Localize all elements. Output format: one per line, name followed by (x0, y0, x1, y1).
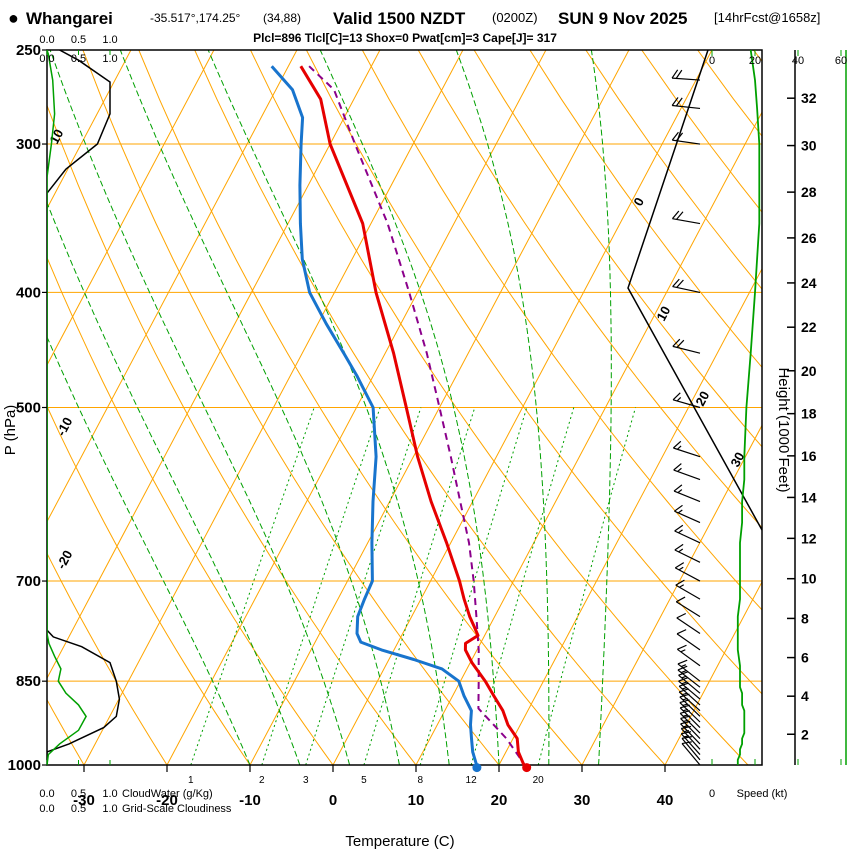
svg-text:10: 10 (408, 792, 425, 809)
svg-text:24: 24 (801, 275, 817, 291)
svg-text:14: 14 (801, 489, 817, 505)
svg-text:18: 18 (801, 406, 817, 422)
svg-text:12: 12 (466, 775, 478, 786)
surface-temperature-dot (522, 763, 532, 773)
svg-text:32: 32 (801, 90, 817, 106)
svg-text:20: 20 (801, 363, 817, 379)
valid-utc: (0200Z) (492, 10, 538, 25)
cloudwater-axis-title: CloudWater (g/Kg) (122, 788, 213, 800)
svg-text:10: 10 (653, 304, 673, 324)
svg-text:0.0: 0.0 (39, 788, 54, 800)
stability-params-line: Plcl=896 Tlcl[C]=13 Shox=0 Pwat[cm]=3 Ca… (253, 31, 557, 45)
wind-barbs (671, 50, 701, 765)
svg-text:1000: 1000 (8, 757, 41, 774)
svg-text:60: 60 (835, 55, 847, 67)
svg-text:250: 250 (16, 42, 41, 59)
svg-text:30: 30 (801, 138, 817, 154)
svg-text:-20: -20 (156, 792, 178, 809)
svg-text:-10: -10 (53, 415, 75, 439)
valid-date: SUN 9 Nov 2025 (558, 9, 687, 28)
svg-text:0: 0 (709, 788, 715, 800)
svg-text:0: 0 (709, 55, 715, 67)
moist-adiabats-and-mixing-lines (47, 50, 636, 765)
svg-text:0: 0 (630, 195, 647, 208)
mixing-ratio-labels: 1 2 3 5 8 12 20 (188, 775, 544, 786)
svg-text:-10: -10 (239, 792, 261, 809)
temperature-axis-title: Temperature (C) (345, 833, 454, 850)
svg-text:22: 22 (801, 319, 817, 335)
svg-text:20: 20 (749, 55, 761, 67)
cloudiness-profile (47, 50, 121, 765)
svg-text:850: 850 (16, 673, 41, 690)
svg-text:4: 4 (801, 688, 809, 704)
svg-text:700: 700 (16, 573, 41, 590)
svg-text:0.0: 0.0 (39, 803, 54, 815)
speed-axis-title: Speed (kt) (737, 788, 788, 800)
svg-text:10: 10 (46, 127, 66, 147)
svg-text:30: 30 (727, 450, 747, 470)
svg-text:300: 300 (16, 136, 41, 153)
cloud-scale-labels: 0.0 0.0 0.0 0.0 0.5 0.5 0.5 0.5 1.0 1.0 1.0 1.0 (39, 34, 117, 815)
svg-text:6: 6 (801, 650, 809, 666)
svg-text:1.0: 1.0 (102, 34, 117, 46)
svg-text:8: 8 (417, 775, 423, 786)
cloudiness-axis-title: Grid-Scale Cloudiness (122, 803, 232, 815)
forecast-tag: [14hrFcst@1658z] (714, 10, 820, 25)
svg-text:0.0: 0.0 (39, 53, 54, 65)
svg-text:26: 26 (801, 230, 817, 246)
valid-time: Valid 1500 NZDT (333, 9, 466, 28)
svg-text:1.0: 1.0 (102, 803, 117, 815)
station-gridpoint: (34,88) (263, 11, 301, 25)
svg-text:-30: -30 (73, 792, 95, 809)
svg-text:40: 40 (657, 792, 674, 809)
temperature-axis-labels: -30 -20 -10 0 10 20 30 40 (73, 765, 673, 809)
svg-text:40: 40 (792, 55, 804, 67)
svg-text:28: 28 (801, 184, 817, 200)
parcel-ascent-curve (308, 65, 528, 769)
station-bullet-icon: ● (8, 8, 19, 28)
svg-text:2: 2 (801, 726, 809, 742)
svg-text:1: 1 (188, 775, 194, 786)
svg-text:0.5: 0.5 (71, 34, 86, 46)
svg-text:12: 12 (801, 530, 817, 546)
svg-text:0.5: 0.5 (71, 803, 86, 815)
skewt-background-grid (47, 50, 762, 765)
svg-text:0.0: 0.0 (39, 34, 54, 46)
cloudwater-profile (47, 50, 87, 765)
station-coords: -35.517°,174.25° (150, 11, 241, 25)
svg-text:500: 500 (16, 400, 41, 417)
wind-speed-profile (736, 49, 761, 765)
svg-text:20: 20 (692, 389, 712, 409)
svg-text:2: 2 (259, 775, 265, 786)
svg-text:-20: -20 (53, 548, 75, 572)
surface-dewpoint-dot (472, 763, 482, 773)
svg-text:1.0: 1.0 (102, 788, 117, 800)
svg-text:8: 8 (801, 610, 809, 626)
height-axis-title: Height (1000 Feet) (775, 367, 792, 492)
svg-text:0.5: 0.5 (71, 53, 86, 65)
svg-text:20: 20 (491, 792, 508, 809)
svg-text:0: 0 (329, 792, 337, 809)
svg-text:20: 20 (533, 775, 545, 786)
svg-text:0.5: 0.5 (71, 788, 86, 800)
svg-text:3: 3 (303, 775, 309, 786)
svg-text:1.0: 1.0 (102, 53, 117, 65)
svg-text:30: 30 (574, 792, 591, 809)
isotherm-edge-labels: 10 -10 -20 0 10 20 30 (46, 127, 747, 572)
svg-text:400: 400 (16, 284, 41, 301)
temperature-curve (299, 65, 528, 769)
svg-text:5: 5 (361, 775, 367, 786)
pressure-axis-title: P (hPa) (2, 405, 19, 456)
pressure-axis-labels: 250 300 400 500 700 850 1000 (8, 42, 47, 774)
station-name: Whangarei (26, 9, 113, 28)
svg-text:16: 16 (801, 448, 817, 464)
svg-text:10: 10 (801, 571, 817, 587)
dewpoint-curve (270, 65, 479, 768)
